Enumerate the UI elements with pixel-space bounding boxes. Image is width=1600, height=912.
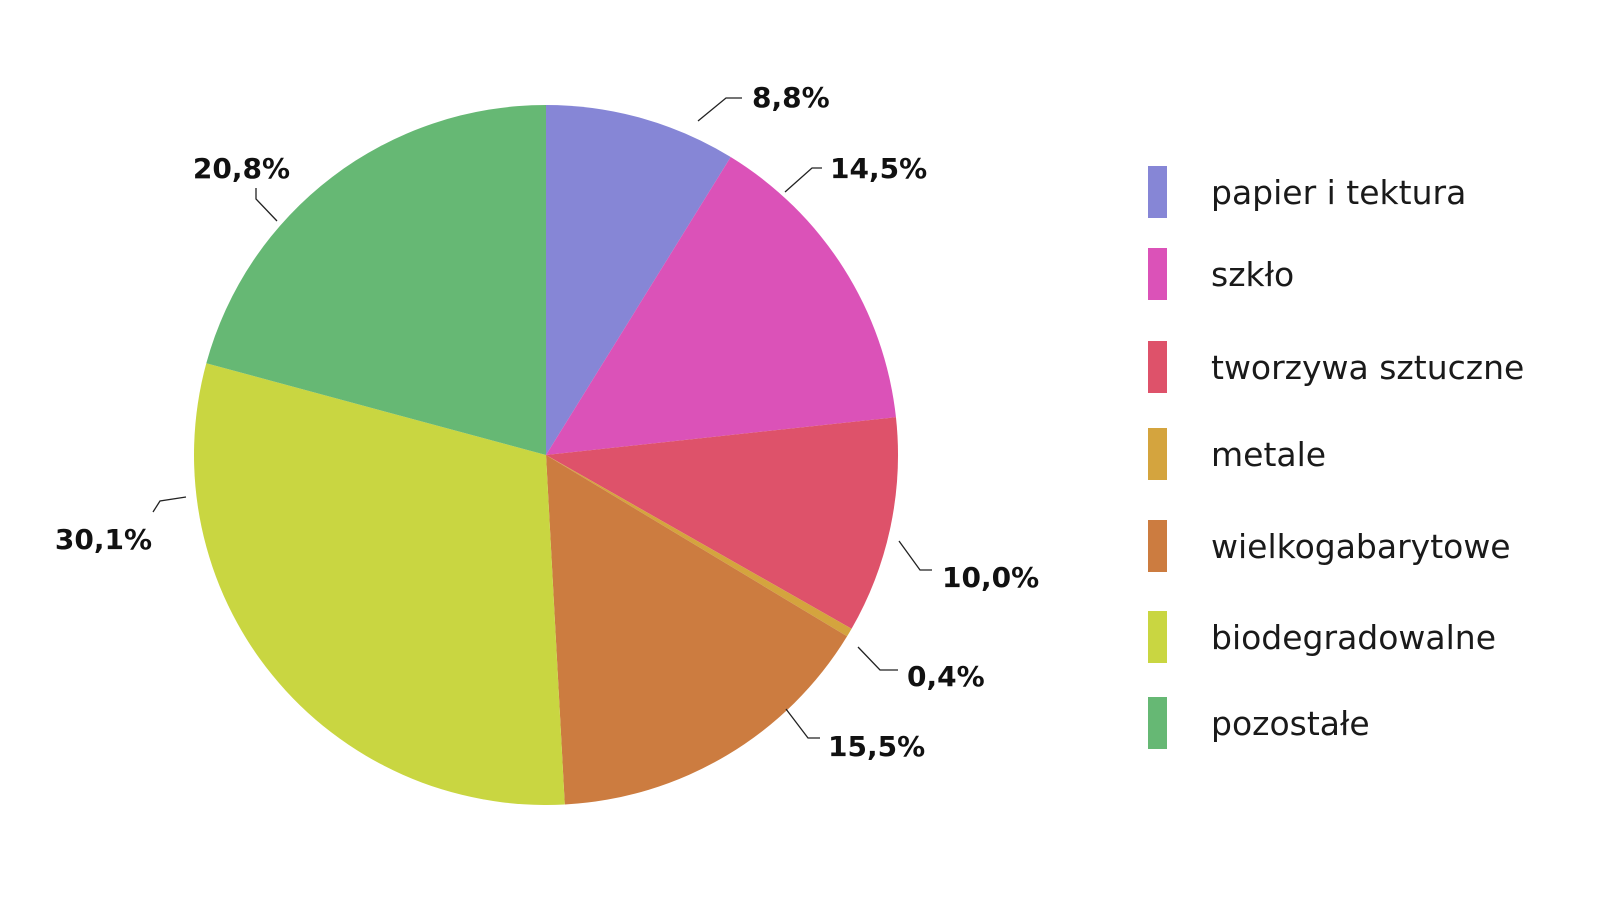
- legend-item-tworzywa: tworzywa sztuczne: [1148, 341, 1524, 393]
- pie-slice-pozostale: [206, 105, 546, 455]
- leader-line-pozostale: [255, 188, 278, 222]
- legend-label-tworzywa: tworzywa sztuczne: [1211, 347, 1525, 387]
- leader-line-szklo: [784, 167, 822, 193]
- legend-item-biodegradowalne: biodegradowalne: [1148, 611, 1496, 663]
- legend-swatch-papier: [1148, 166, 1167, 218]
- data-label-biodegradowalne: 30,1%: [55, 523, 152, 556]
- pie-slice-szklo: [546, 157, 896, 456]
- legend-swatch-wielkogabarytowe: [1148, 520, 1167, 572]
- legend-label-pozostale: pozostałe: [1211, 703, 1370, 743]
- leader-line-papier: [697, 97, 742, 122]
- leader-line-metale: [857, 646, 898, 671]
- legend-swatch-szklo: [1148, 248, 1167, 300]
- pie-slice-wielkogabarytowe: [546, 455, 848, 805]
- leader-line-wielkogabarytowe: [785, 708, 820, 739]
- legend: papier i tektura szkło tworzywa sztuczne…: [1148, 0, 1588, 912]
- legend-item-papier: papier i tektura: [1148, 166, 1466, 218]
- legend-item-szklo: szkło: [1148, 248, 1294, 300]
- leader-line-tworzywa: [898, 540, 932, 571]
- leader-line-biodegradowalne: [152, 496, 187, 513]
- legend-label-papier: papier i tektura: [1211, 172, 1467, 212]
- legend-swatch-tworzywa: [1148, 341, 1167, 393]
- legend-label-metale: metale: [1211, 434, 1327, 474]
- legend-swatch-metale: [1148, 428, 1167, 480]
- legend-item-wielkogabarytowe: wielkogabarytowe: [1148, 520, 1511, 572]
- data-label-pozostale: 20,8%: [193, 152, 290, 185]
- legend-label-wielkogabarytowe: wielkogabarytowe: [1211, 526, 1511, 566]
- data-label-szklo: 14,5%: [830, 152, 927, 185]
- legend-swatch-biodegradowalne: [1148, 611, 1167, 663]
- legend-item-metale: metale: [1148, 428, 1326, 480]
- pie-slice-metale: [546, 455, 852, 637]
- data-label-metale: 0,4%: [907, 660, 985, 693]
- data-label-tworzywa: 10,0%: [942, 561, 1039, 594]
- legend-swatch-pozostale: [1148, 697, 1167, 749]
- data-label-wielkogabarytowe: 15,5%: [828, 730, 925, 763]
- legend-label-szklo: szkło: [1211, 254, 1295, 294]
- pie-slice-biodegradowalne: [194, 363, 565, 805]
- data-label-papier: 8,8%: [752, 81, 830, 114]
- legend-label-biodegradowalne: biodegradowalne: [1211, 617, 1497, 657]
- pie-slice-tworzywa: [546, 417, 899, 629]
- legend-item-pozostale: pozostałe: [1148, 697, 1370, 749]
- pie-slice-papier: [546, 105, 731, 455]
